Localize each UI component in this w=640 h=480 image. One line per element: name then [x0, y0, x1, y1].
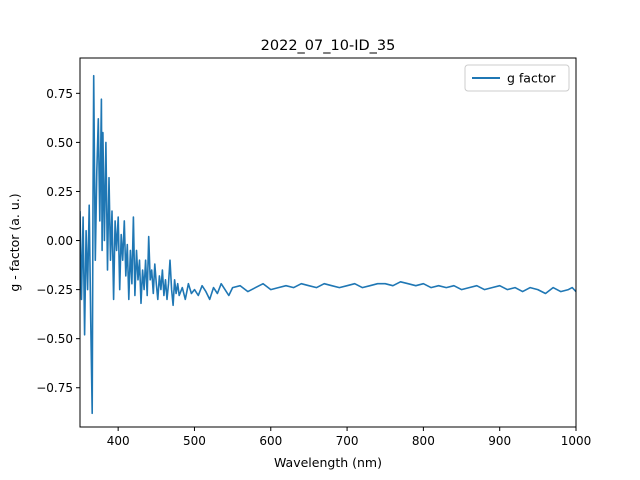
y-tick-label: 0.25 — [46, 185, 73, 199]
y-tick-label: 0.75 — [46, 87, 73, 101]
x-tick-label: 1000 — [561, 434, 592, 448]
x-tick-label: 700 — [336, 434, 359, 448]
legend-box — [464, 64, 570, 92]
y-tick-label: −0.25 — [36, 283, 73, 297]
chart-title: 2022_07_10-ID_35 — [261, 38, 396, 54]
plot-frame — [79, 57, 577, 428]
y-axis: −0.75 −0.50 −0.25 0.00 0.25 0.50 0.75 — [36, 87, 80, 395]
y-tick-label: −0.50 — [36, 332, 73, 346]
plot-area — [80, 74, 576, 415]
y-axis-label: g - factor (a. u.) — [7, 193, 22, 291]
series-line-g-factor — [80, 74, 576, 415]
y-tick-label: 0.00 — [46, 234, 73, 248]
legend: g factor — [464, 64, 570, 92]
x-tick-label: 500 — [183, 434, 206, 448]
x-tick-label: 400 — [107, 434, 130, 448]
y-tick-label: −0.75 — [36, 381, 73, 395]
x-tick-label: 600 — [259, 434, 282, 448]
x-axis: 400 500 600 700 800 900 1000 — [107, 427, 592, 448]
y-tick-label: 0.50 — [46, 136, 73, 150]
legend-label-g-factor: g factor — [507, 71, 556, 86]
x-tick-label: 900 — [488, 434, 511, 448]
x-tick-label: 800 — [412, 434, 435, 448]
x-axis-label: Wavelength (nm) — [274, 455, 382, 470]
